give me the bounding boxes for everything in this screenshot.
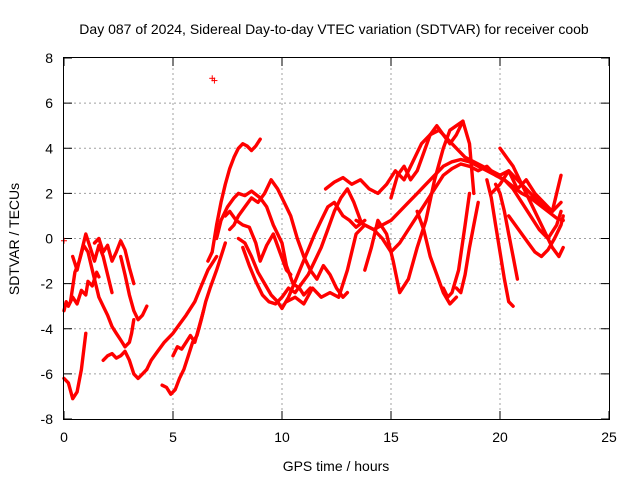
- y-tick-label: 8: [45, 50, 53, 66]
- y-tick-label: 6: [45, 95, 53, 111]
- chart-title: Day 087 of 2024, Sidereal Day-to-day VTE…: [79, 21, 589, 37]
- x-tick-label: 5: [169, 429, 177, 445]
- series-track-4: [71, 232, 114, 295]
- series-track-14: [228, 178, 350, 299]
- series-track-23: [441, 191, 472, 299]
- series-track-16: [241, 187, 363, 306]
- y-tick-label: 0: [45, 231, 53, 247]
- series-track-5: [92, 236, 136, 286]
- x-tick-label: 15: [383, 429, 399, 445]
- series-track-24: [454, 200, 480, 295]
- series-track-20: [363, 119, 465, 295]
- series-track-8: [145, 254, 219, 372]
- series-track-2: [62, 331, 88, 401]
- x-tick-label: 25: [601, 429, 617, 445]
- x-tick-label: 20: [492, 429, 508, 445]
- plot-frame: [63, 57, 610, 420]
- y-tick-label: -2: [41, 276, 54, 292]
- series-track-10: [171, 309, 206, 358]
- y-tick-label: 2: [45, 185, 53, 201]
- series-track-28: [489, 169, 563, 214]
- x-tick-label: 10: [274, 429, 290, 445]
- series-track-27: [498, 146, 565, 259]
- x-axis-label: GPS time / hours: [283, 458, 390, 474]
- series-track-12: [214, 189, 312, 297]
- y-tick-label: -6: [41, 366, 54, 382]
- series-track-22: [415, 209, 459, 306]
- series-track-18: [323, 128, 563, 214]
- series-track-21: [389, 119, 476, 200]
- isolated-point: [211, 77, 218, 84]
- series-track-29: [507, 214, 565, 259]
- y-tick-label: 4: [45, 140, 53, 156]
- series-track-9: [160, 241, 227, 396]
- y-axis-label: SDTVAR / TECUs: [6, 183, 22, 295]
- series-track-7: [119, 254, 149, 322]
- series-track-26: [493, 182, 520, 281]
- series-track-6: [101, 349, 149, 381]
- x-tick-label: 0: [60, 429, 68, 445]
- y-tick-label: -8: [41, 411, 54, 427]
- data-series: [61, 75, 565, 401]
- grid-lines: [64, 58, 609, 419]
- series-track-17: [284, 162, 565, 306]
- series-track-11: [206, 137, 262, 263]
- series-track-19: [354, 157, 563, 241]
- y-tick-label: -4: [41, 321, 54, 337]
- series-track-15: [236, 200, 367, 311]
- series-track-25: [485, 178, 515, 308]
